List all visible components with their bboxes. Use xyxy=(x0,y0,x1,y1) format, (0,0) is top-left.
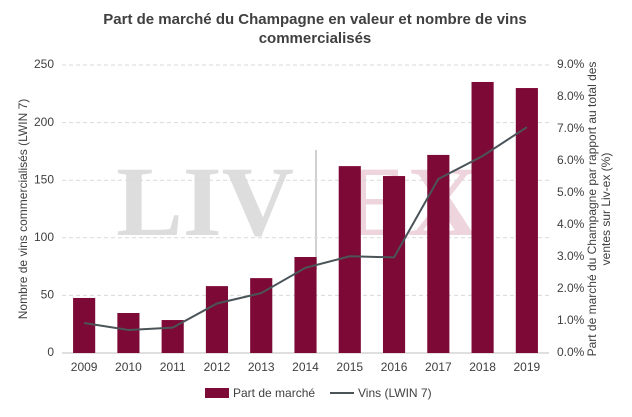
y-tick-label: 100 xyxy=(34,230,54,244)
bar xyxy=(382,176,406,353)
y-tick-label: 0 xyxy=(47,345,54,359)
x-tick-label: 2015 xyxy=(336,360,363,374)
y2-tick-label: 0.0% xyxy=(557,345,585,359)
watermark: LIV xyxy=(116,146,294,257)
y-tick-label: 250 xyxy=(34,57,54,71)
chart-title: Part de marché du Champagne en valeur et… xyxy=(103,11,527,47)
legend-label: Vins (LWIN 7) xyxy=(358,386,432,400)
x-tick-label: 2019 xyxy=(514,360,541,374)
y2-tick-label: 1.0% xyxy=(557,313,585,327)
y-axis-title: Nombre de vins commercialisés (LWIN 7) xyxy=(16,98,30,320)
bar xyxy=(338,166,361,353)
bar xyxy=(117,313,140,353)
y2-axis-title: Part de marché du Champagne par rapport … xyxy=(585,61,613,357)
bar xyxy=(161,320,184,353)
bar xyxy=(471,81,494,354)
y-tick-label: 150 xyxy=(34,172,54,186)
y2-tick-label: 6.0% xyxy=(557,153,585,167)
x-tick-label: 2013 xyxy=(248,360,275,374)
legend-label: Part de marché xyxy=(233,386,315,400)
watermark: EX xyxy=(341,146,480,257)
y2-tick-label: 2.0% xyxy=(557,281,585,295)
legend-swatch xyxy=(205,388,229,398)
x-tick-label: 2009 xyxy=(71,360,98,374)
y2-tick-label: 8.0% xyxy=(557,89,585,103)
y-tick-label: 50 xyxy=(41,288,55,302)
x-tick-label: 2018 xyxy=(469,360,496,374)
bar xyxy=(250,278,273,353)
x-tick-label: 2014 xyxy=(292,360,319,374)
x-tick-label: 2017 xyxy=(425,360,452,374)
y2-tick-label: 9.0% xyxy=(557,57,585,71)
y2-tick-label: 7.0% xyxy=(557,121,585,135)
bar xyxy=(294,257,317,353)
y2-tick-label: 5.0% xyxy=(557,185,585,199)
bar xyxy=(73,297,96,353)
x-tick-label: 2010 xyxy=(115,360,142,374)
y-tick-label: 200 xyxy=(34,115,54,129)
bar xyxy=(515,88,538,353)
y2-tick-label: 3.0% xyxy=(557,249,585,263)
x-tick-label: 2016 xyxy=(381,360,408,374)
x-tick-label: 2011 xyxy=(160,360,186,374)
x-tick-label: 2012 xyxy=(204,360,231,374)
line xyxy=(83,126,528,331)
bar xyxy=(205,286,229,353)
bar xyxy=(427,154,450,353)
y2-tick-label: 4.0% xyxy=(557,217,585,231)
